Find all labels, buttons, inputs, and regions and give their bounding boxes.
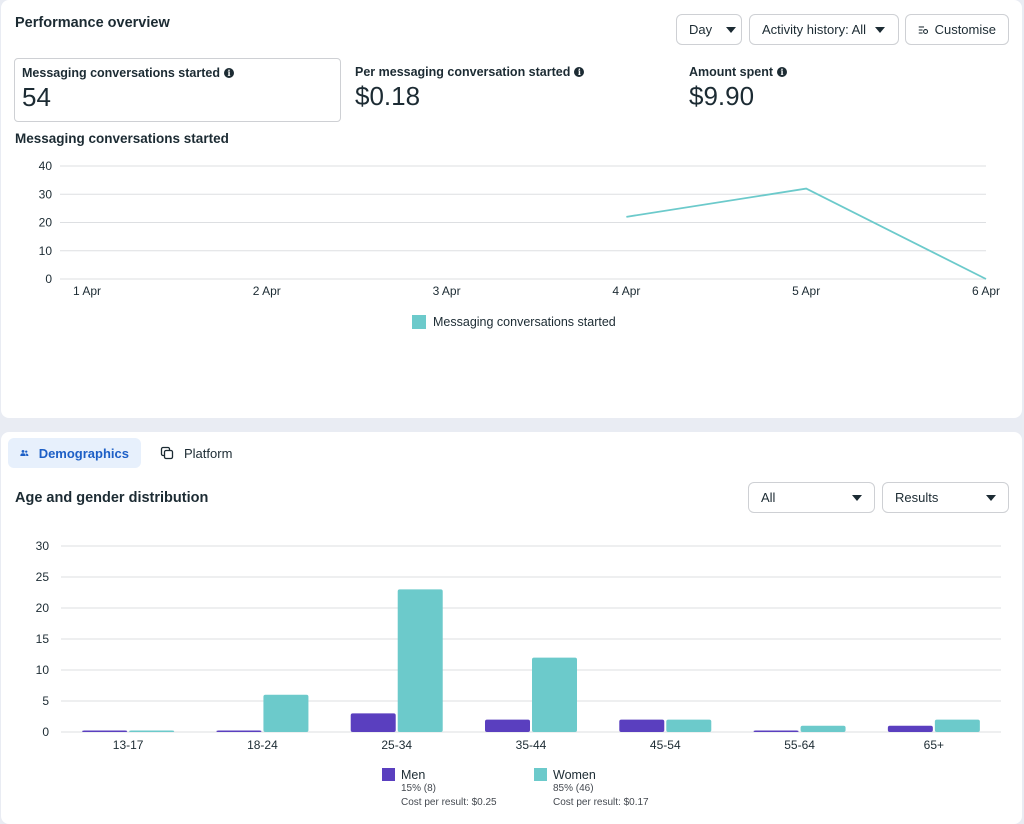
y-tick-label: 15: [36, 632, 50, 646]
y-tick-label: 30: [39, 187, 53, 201]
customise-settings-icon: [918, 25, 929, 34]
x-tick-label: 1 Apr: [73, 284, 101, 298]
metric-card-amount-spent[interactable]: Amount spent i $9.90: [682, 58, 1002, 122]
bar-women: [397, 589, 443, 732]
x-tick-label: 13-17: [113, 738, 144, 752]
y-tick-label: 10: [36, 663, 50, 677]
bar-women: [800, 725, 846, 732]
legend-men-share: 15% (8): [401, 783, 437, 794]
caret-down-icon: [852, 494, 862, 501]
bar-women: [934, 719, 980, 732]
bar-men: [82, 730, 128, 732]
activity-history-label: Activity history: All: [762, 22, 867, 37]
legend-swatch-women: [534, 768, 547, 781]
bar-men: [485, 719, 530, 732]
metric-filter-dropdown[interactable]: Results: [882, 482, 1009, 513]
metric-label: Messaging conversations started: [22, 66, 220, 80]
y-tick-label: 25: [36, 570, 50, 584]
bar-women: [666, 719, 712, 732]
x-tick-label: 4 Apr: [612, 284, 640, 298]
legend-women-label: Women: [553, 768, 596, 782]
performance-overview-title: Performance overview: [15, 15, 170, 31]
metric-label: Per messaging conversation started: [355, 65, 571, 79]
bar-men: [350, 713, 396, 732]
caret-down-icon: [726, 26, 737, 33]
legend-label: Messaging conversations started: [433, 315, 616, 329]
legend-men[interactable]: Men 15% (8) Cost per result: $0.25: [382, 768, 497, 810]
x-tick-label: 18-24: [247, 738, 278, 752]
y-tick-label: 20: [39, 216, 53, 230]
tab-platform[interactable]: Platform: [148, 438, 248, 468]
info-icon[interactable]: i: [777, 67, 788, 77]
performance-overview-panel: Performance overview Day Activity histor…: [1, 0, 1022, 418]
customise-button[interactable]: Customise: [905, 14, 1009, 45]
tab-demographics-label: Demographics: [38, 445, 129, 461]
legend-swatch: [412, 315, 426, 329]
age-gender-title: Age and gender distribution: [15, 490, 209, 506]
caret-down-icon: [986, 494, 996, 501]
tab-platform-label: Platform: [184, 445, 233, 461]
metric-value: 54: [22, 82, 51, 112]
metric-label-row: Per messaging conversation started i: [355, 65, 661, 79]
y-tick-label: 0: [45, 272, 52, 286]
bar-women: [263, 694, 309, 732]
bar-women: [129, 730, 175, 732]
copy-icon: [160, 446, 174, 460]
tab-demographics[interactable]: Demographics: [8, 438, 141, 468]
x-tick-label: 2 Apr: [253, 284, 281, 298]
day-dropdown[interactable]: Day: [676, 14, 742, 45]
y-tick-label: 5: [42, 694, 49, 708]
y-tick-label: 30: [36, 539, 50, 553]
y-tick-label: 40: [39, 159, 53, 173]
legend-swatch-men: [382, 768, 395, 781]
audience-filter-dropdown[interactable]: All: [748, 482, 875, 513]
series-line: [626, 187, 987, 280]
bar-chart: 0 5 10 15 20 25 30 13-17 18-24 25-34 35-44 45-54 55-…: [36, 539, 1001, 752]
x-tick-label: 5 Apr: [792, 284, 820, 298]
activity-history-dropdown[interactable]: Activity history: All: [749, 14, 899, 45]
metric-filter-label: Results: [895, 490, 939, 505]
legend-women-cost: Cost per result: $0.17: [553, 797, 649, 808]
x-tick-label: 3 Apr: [433, 284, 461, 298]
y-tick-label: 10: [39, 244, 53, 258]
legend-women[interactable]: Women 85% (46) Cost per result: $0.17: [534, 768, 649, 810]
y-tick-label: 0: [42, 725, 49, 739]
x-tick-label: 65+: [924, 738, 944, 752]
audience-filter-label: All: [761, 490, 776, 505]
metric-label-row: Amount spent i: [689, 65, 995, 79]
line-chart: 0 10 20 30 40 1 Apr 2 Apr 3 Apr 4 Apr 5 Apr 6 Apr M…: [39, 159, 1000, 329]
legend-men-label: Men: [401, 768, 426, 782]
bar-men: [753, 730, 799, 732]
x-tick-label: 45-54: [650, 738, 681, 752]
info-icon[interactable]: i: [574, 67, 585, 77]
metric-card-cost-per-conversation[interactable]: Per messaging conversation started i $0.…: [348, 58, 668, 122]
y-tick-label: 20: [36, 601, 50, 615]
x-tick-label: 25-34: [381, 738, 412, 752]
bar-men: [887, 725, 933, 732]
metric-card-conversations[interactable]: Messaging conversations started i 54: [14, 58, 341, 122]
metric-value: $9.90: [689, 81, 755, 111]
x-tick-label: 55-64: [784, 738, 815, 752]
caret-down-icon: [875, 26, 886, 33]
info-icon[interactable]: i: [223, 68, 234, 78]
metric-label-row: Messaging conversations started i: [22, 66, 333, 80]
people-icon: [20, 449, 29, 456]
customise-label: Customise: [934, 22, 996, 37]
bar-men: [619, 719, 665, 732]
x-tick-label: 35-44: [516, 738, 547, 752]
metric-label: Amount spent: [689, 65, 774, 79]
day-dropdown-label: Day: [689, 22, 713, 37]
x-tick-label: 6 Apr: [972, 284, 1000, 298]
line-chart-title: Messaging conversations started: [15, 131, 229, 146]
bar-men: [216, 730, 262, 732]
metric-value: $0.18: [355, 81, 421, 111]
legend-men-cost: Cost per result: $0.25: [401, 797, 497, 808]
bar-women: [532, 657, 577, 732]
legend-women-share: 85% (46): [553, 783, 594, 794]
demographics-panel: Demographics Platform Age and gender dis…: [1, 432, 1022, 824]
